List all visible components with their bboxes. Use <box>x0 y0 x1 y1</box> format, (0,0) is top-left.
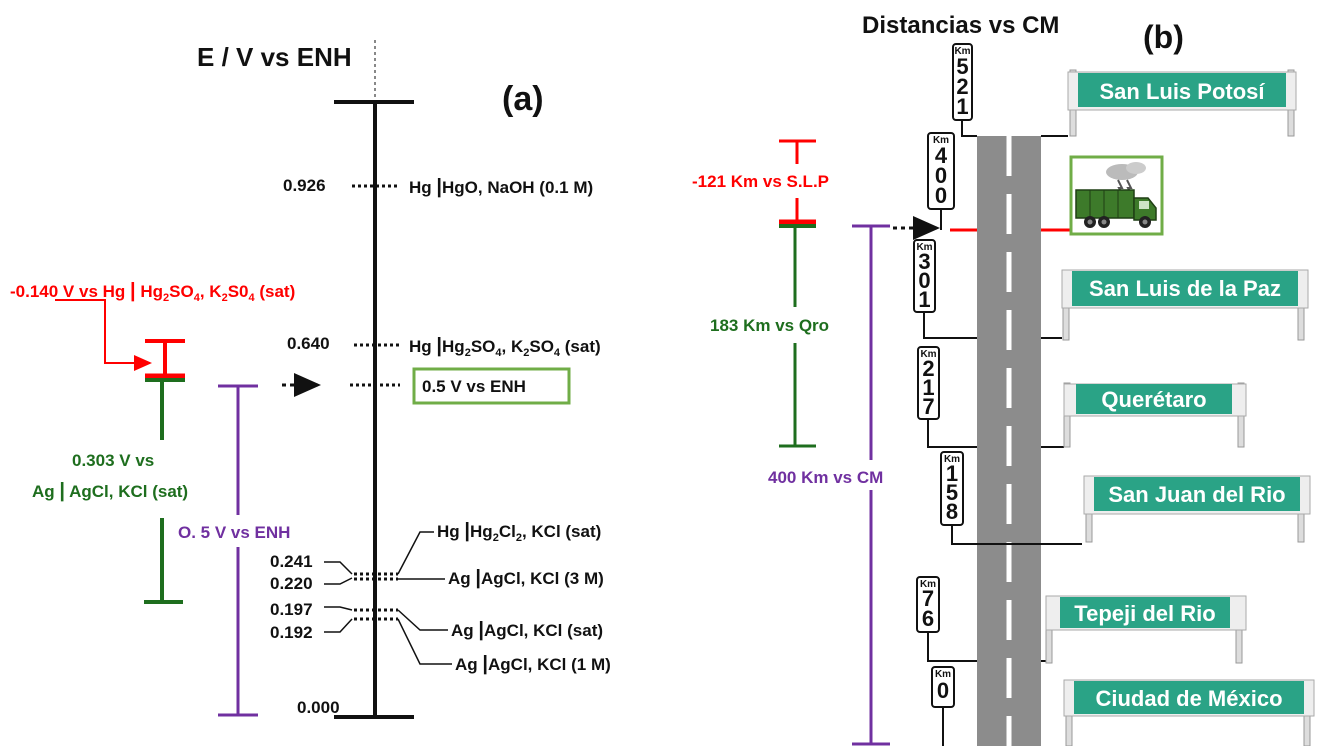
svg-text:0: 0 <box>935 163 947 188</box>
svg-text:Km: Km <box>935 669 951 680</box>
svg-text:San Luis de la Paz: San Luis de la Paz <box>1089 276 1281 301</box>
level-value-0220: 0.220 <box>270 574 313 593</box>
level-dots-cluster <box>354 572 398 621</box>
svg-text:1: 1 <box>946 461 958 486</box>
level-value-0192: 0.192 <box>270 623 313 642</box>
leader-lines-right <box>397 531 452 665</box>
level-value-0926: 0.926 <box>283 176 326 195</box>
svg-text:Km: Km <box>920 579 936 590</box>
svg-text:5: 5 <box>946 480 958 505</box>
km-marker-301: Km 3 0 1 <box>913 239 977 339</box>
level-value-0241: 0.241 <box>270 552 313 571</box>
city-sign-san-juan-del-rio: San Juan del Rio <box>963 475 1311 545</box>
green-bracket <box>144 378 185 604</box>
city-sign-ciudad-de-mexico: Ciudad de México <box>1063 679 1315 746</box>
city-sign-san-luis-de-la-paz: San Luis de la Paz <box>1041 269 1309 341</box>
level-label-calomel: Hg |Hg2Cl2, KCl (sat) <box>437 520 601 544</box>
red-offset-label: -0.140 V vs Hg | Hg2SO4, K2S04 (sat) <box>10 280 295 304</box>
svg-text:0: 0 <box>935 183 947 208</box>
svg-text:2: 2 <box>922 356 934 381</box>
svg-text:Ciudad de México: Ciudad de México <box>1095 686 1282 711</box>
target-label: 0.5 V vs ENH <box>422 377 526 396</box>
level-value-0640: 0.640 <box>287 334 330 353</box>
svg-text:San Luis Potosí: San Luis Potosí <box>1099 79 1265 104</box>
km-marker-158: Km 1 5 8 <box>940 451 977 545</box>
city-sign-san-luis-potosi: San Luis Potosí <box>1041 69 1297 137</box>
svg-text:5: 5 <box>956 54 968 79</box>
svg-text:San Juan del Rio: San Juan del Rio <box>1108 482 1285 507</box>
km-marker-0: Km 0 <box>931 666 955 746</box>
level-label-agcl-1m: Ag |AgCl, KCl (1 M) <box>455 653 611 675</box>
panel-b-title: Distancias vs CM <box>862 12 1059 39</box>
km-marker-76: Km 7 6 <box>916 576 977 662</box>
svg-text:Tepeji del Rio: Tepeji del Rio <box>1074 601 1215 626</box>
green-distance-label: 183 Km vs Qro <box>710 316 829 335</box>
target-box <box>412 367 571 405</box>
level-value-0197: 0.197 <box>270 600 313 619</box>
truck-icon <box>1069 155 1164 236</box>
purple-distance-label: 400 Km vs CM <box>768 468 883 487</box>
svg-text:Km: Km <box>916 242 932 253</box>
svg-text:7: 7 <box>922 394 934 419</box>
red-bracket <box>145 339 185 379</box>
green-distance-bracket <box>779 224 816 448</box>
svg-text:Km: Km <box>954 46 970 57</box>
red-pointer <box>55 299 152 371</box>
red-distance-label: -121 Km vs S.L.P <box>692 172 829 191</box>
purple-bracket <box>218 384 258 717</box>
level-label-agcl-sat: Ag |AgCl, KCl (sat) <box>451 619 603 641</box>
panel-a-label: (a) <box>502 80 544 118</box>
svg-text:4: 4 <box>935 143 948 168</box>
svg-text:0: 0 <box>937 678 949 703</box>
level-label-agcl-3m: Ag |AgCl, KCl (3 M) <box>448 567 604 589</box>
city-sign-queretaro: Querétaro <box>1041 382 1247 448</box>
svg-text:7: 7 <box>922 586 934 611</box>
svg-text:Querétaro: Querétaro <box>1101 387 1206 412</box>
svg-text:1: 1 <box>918 287 930 312</box>
purple-offset-label: O. 5 V vs ENH <box>178 523 290 542</box>
red-distance-bracket <box>779 139 816 225</box>
svg-text:Km: Km <box>944 454 960 465</box>
panel-a: E / V vs ENH (a) 0.926 Hg |HgO, NaOH (0.… <box>10 40 611 719</box>
svg-text:2: 2 <box>956 74 968 99</box>
axis-title: E / V vs ENH <box>197 42 352 72</box>
panel-b-label: (b) <box>1143 19 1184 55</box>
purple-distance-bracket <box>852 224 890 746</box>
svg-text:Km: Km <box>933 135 949 146</box>
level-value-0000: 0.000 <box>297 698 340 717</box>
svg-text:1: 1 <box>922 375 934 400</box>
green-offset-line2: Ag | AgCl, KCl (sat) <box>32 480 188 502</box>
level-label-hg2so4: Hg |Hg2SO4, K2SO4 (sat) <box>409 335 601 359</box>
green-offset-line1: 0.303 V vs <box>72 451 154 470</box>
km-marker-400: Km 4 0 0 <box>927 132 955 230</box>
panel-b: Distancias vs CM (b) Km 5 2 1 Km 4 0 0 K… <box>692 12 1315 746</box>
svg-text:0: 0 <box>918 268 930 293</box>
km-marker-521: Km 5 2 1 <box>952 43 977 137</box>
level-label-hgo: Hg |HgO, NaOH (0.1 M) <box>409 176 593 198</box>
svg-text:1: 1 <box>956 94 968 119</box>
svg-text:3: 3 <box>918 249 930 274</box>
svg-text:Km: Km <box>920 349 936 360</box>
city-sign-tepeji-del-rio: Tepeji del Rio <box>1041 595 1247 664</box>
leader-lines-left <box>324 561 353 633</box>
svg-text:8: 8 <box>946 499 958 524</box>
svg-text:6: 6 <box>922 606 934 631</box>
km-marker-217: Km 2 1 7 <box>917 346 977 448</box>
